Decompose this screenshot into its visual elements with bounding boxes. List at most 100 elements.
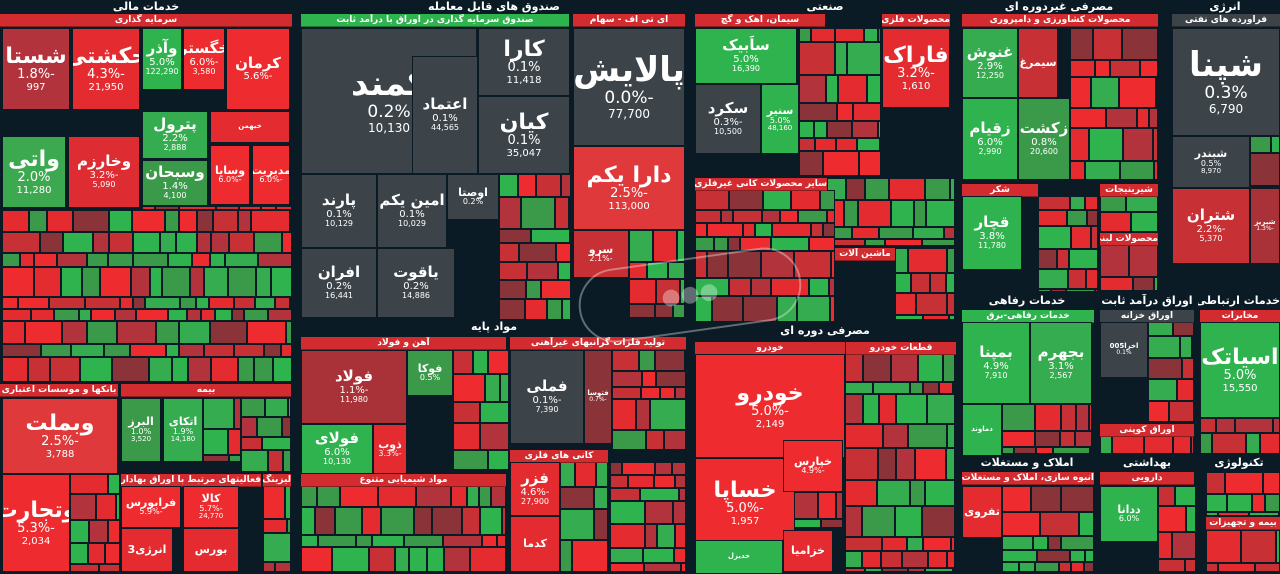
minor-stock-tile[interactable] <box>925 178 950 200</box>
minor-stock-tile[interactable] <box>1218 563 1255 572</box>
minor-stock-tile[interactable] <box>108 520 120 543</box>
minor-stock-tile[interactable] <box>1002 486 1031 512</box>
minor-stock-tile[interactable] <box>1212 433 1246 454</box>
minor-stock-tile[interactable] <box>254 232 282 253</box>
minor-stock-tile[interactable] <box>882 568 908 572</box>
minor-stock-tile[interactable] <box>228 429 241 455</box>
minor-stock-tile[interactable] <box>369 547 395 572</box>
minor-stock-tile[interactable] <box>629 279 656 304</box>
minor-stock-tile[interactable] <box>923 315 949 320</box>
minor-stock-tile[interactable] <box>215 309 232 321</box>
minor-stock-tile[interactable] <box>265 398 288 417</box>
stock-tile[interactable]: بمپنا 4.9% 7,910 <box>962 322 1030 404</box>
minor-stock-tile[interactable] <box>1133 277 1154 291</box>
minor-stock-tile[interactable] <box>1066 289 1095 292</box>
minor-stock-tile[interactable] <box>695 251 707 278</box>
minor-stock-tile[interactable] <box>1158 532 1172 559</box>
minor-stock-tile[interactable] <box>1038 289 1051 292</box>
minor-stock-tile[interactable] <box>823 151 859 176</box>
minor-stock-tile[interactable] <box>499 299 525 320</box>
minor-stock-tile[interactable] <box>881 551 902 568</box>
minor-stock-tile[interactable] <box>1038 210 1067 226</box>
minor-stock-tile[interactable] <box>1169 401 1194 422</box>
minor-stock-tile[interactable] <box>1048 536 1061 550</box>
minor-stock-tile[interactable] <box>1038 249 1057 269</box>
minor-stock-tile[interactable] <box>241 450 268 472</box>
minor-stock-tile[interactable] <box>925 568 953 572</box>
minor-stock-tile[interactable] <box>926 200 955 227</box>
minor-stock-tile[interactable] <box>1075 431 1092 447</box>
minor-stock-tile[interactable] <box>225 253 258 267</box>
minor-stock-tile[interactable] <box>821 519 843 528</box>
minor-stock-tile[interactable] <box>865 568 882 572</box>
minor-stock-tile[interactable] <box>1206 563 1218 572</box>
minor-stock-tile[interactable] <box>908 248 947 273</box>
minor-stock-tile[interactable] <box>1260 433 1280 454</box>
minor-stock-tile[interactable] <box>845 537 882 551</box>
stock-tile[interactable]: غنوش 2.9% 12,250 <box>962 28 1018 98</box>
stock-tile[interactable]: سرو -2.1% <box>573 230 629 278</box>
minor-stock-tile[interactable] <box>473 350 488 374</box>
minor-stock-tile[interactable] <box>1002 431 1035 447</box>
stock-tile[interactable]: شپنا 0.3% 6,790 <box>1172 28 1280 136</box>
minor-stock-tile[interactable] <box>654 475 675 488</box>
minor-stock-tile[interactable] <box>256 267 271 297</box>
minor-stock-tile[interactable] <box>133 297 145 309</box>
minor-stock-tile[interactable] <box>612 430 646 450</box>
minor-stock-tile[interactable] <box>149 357 172 382</box>
minor-stock-tile[interactable] <box>762 210 780 223</box>
minor-stock-tile[interactable] <box>743 223 755 237</box>
minor-stock-tile[interactable] <box>556 243 571 262</box>
minor-stock-tile[interactable] <box>560 462 575 487</box>
minor-stock-tile[interactable] <box>179 321 210 344</box>
minor-stock-tile[interactable] <box>823 223 835 237</box>
minor-stock-tile[interactable] <box>695 223 707 237</box>
minor-stock-tile[interactable] <box>1172 532 1196 559</box>
minor-stock-tile[interactable] <box>317 486 340 507</box>
minor-stock-tile[interactable] <box>1070 77 1091 108</box>
minor-stock-tile[interactable] <box>1180 336 1192 358</box>
minor-stock-tile[interactable] <box>664 430 686 450</box>
minor-stock-tile[interactable] <box>610 488 640 501</box>
minor-stock-tile[interactable] <box>799 103 837 121</box>
minor-stock-tile[interactable] <box>1173 322 1194 336</box>
minor-stock-tile[interactable] <box>1033 536 1048 550</box>
minor-stock-tile[interactable] <box>733 210 762 223</box>
minor-stock-tile[interactable] <box>470 547 506 572</box>
stock-tile[interactable]: سکرد -0.3% 10,500 <box>695 84 761 154</box>
stock-tile[interactable]: شتران -2.2% 5,370 <box>1172 188 1250 264</box>
minor-stock-tile[interactable] <box>531 229 570 243</box>
minor-stock-tile[interactable] <box>927 394 955 424</box>
stock-tile[interactable]: فرابورس -5.9% <box>121 486 181 528</box>
minor-stock-tile[interactable] <box>728 251 761 278</box>
minor-stock-tile[interactable] <box>846 178 865 200</box>
minor-stock-tile[interactable] <box>1100 212 1131 232</box>
minor-stock-tile[interactable] <box>1087 210 1098 226</box>
minor-stock-tile[interactable] <box>811 223 823 237</box>
minor-stock-tile[interactable] <box>643 548 674 563</box>
minor-stock-tile[interactable] <box>838 75 867 103</box>
minor-stock-tile[interactable] <box>131 267 150 297</box>
minor-stock-tile[interactable] <box>863 394 879 424</box>
minor-stock-tile[interactable] <box>1100 245 1129 277</box>
minor-stock-tile[interactable] <box>480 402 509 423</box>
minor-stock-tile[interactable] <box>482 535 497 547</box>
minor-stock-tile[interactable] <box>852 121 878 138</box>
minor-stock-tile[interactable] <box>575 462 596 487</box>
minor-stock-tile[interactable] <box>1069 249 1098 269</box>
minor-stock-tile[interactable] <box>873 382 910 394</box>
minor-stock-tile[interactable] <box>794 251 831 278</box>
minor-stock-tile[interactable] <box>166 344 179 357</box>
minor-stock-tile[interactable] <box>275 562 291 572</box>
minor-stock-tile[interactable] <box>847 42 881 75</box>
minor-stock-tile[interactable] <box>499 280 526 299</box>
minor-stock-tile[interactable] <box>837 103 853 121</box>
minor-stock-tile[interactable] <box>1019 562 1035 572</box>
stock-tile[interactable]: انرژی3 <box>121 528 173 572</box>
minor-stock-tile[interactable] <box>1085 196 1098 210</box>
minor-stock-tile[interactable] <box>878 448 896 480</box>
minor-stock-tile[interactable] <box>258 253 292 267</box>
minor-stock-tile[interactable] <box>947 424 955 448</box>
minor-stock-tile[interactable] <box>1112 436 1144 454</box>
minor-stock-tile[interactable] <box>162 267 190 297</box>
